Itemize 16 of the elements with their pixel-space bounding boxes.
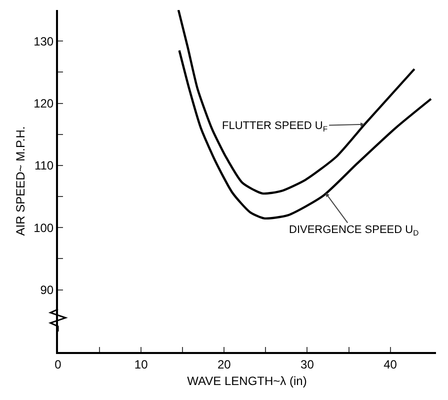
- y-tick-label: 90: [40, 283, 54, 298]
- y-tick-label: 100: [34, 220, 54, 235]
- y-tick-label: 130: [34, 34, 54, 48]
- x-tick-label: 0: [54, 357, 62, 372]
- y-tick-label: 120: [34, 96, 54, 110]
- x-tick-label: 10: [134, 357, 148, 372]
- line-series: [177, 10, 416, 195]
- x-tick-label: 40: [384, 357, 398, 372]
- line-series: [178, 49, 432, 220]
- x-tick-label: 30: [300, 357, 314, 372]
- x-axis-title: WAVE LENGTH~λ (in): [187, 374, 307, 388]
- y-axis-title: AIR SPEED~ M.P.H.: [13, 126, 28, 236]
- x-tick-label: 20: [217, 357, 232, 372]
- y-tick-label: 110: [34, 158, 54, 173]
- annotation: FLUTTER SPEED U$_{F}$: [222, 120, 328, 134]
- annotation: DIVERGENCE SPEED U$_{D}$: [289, 224, 420, 238]
